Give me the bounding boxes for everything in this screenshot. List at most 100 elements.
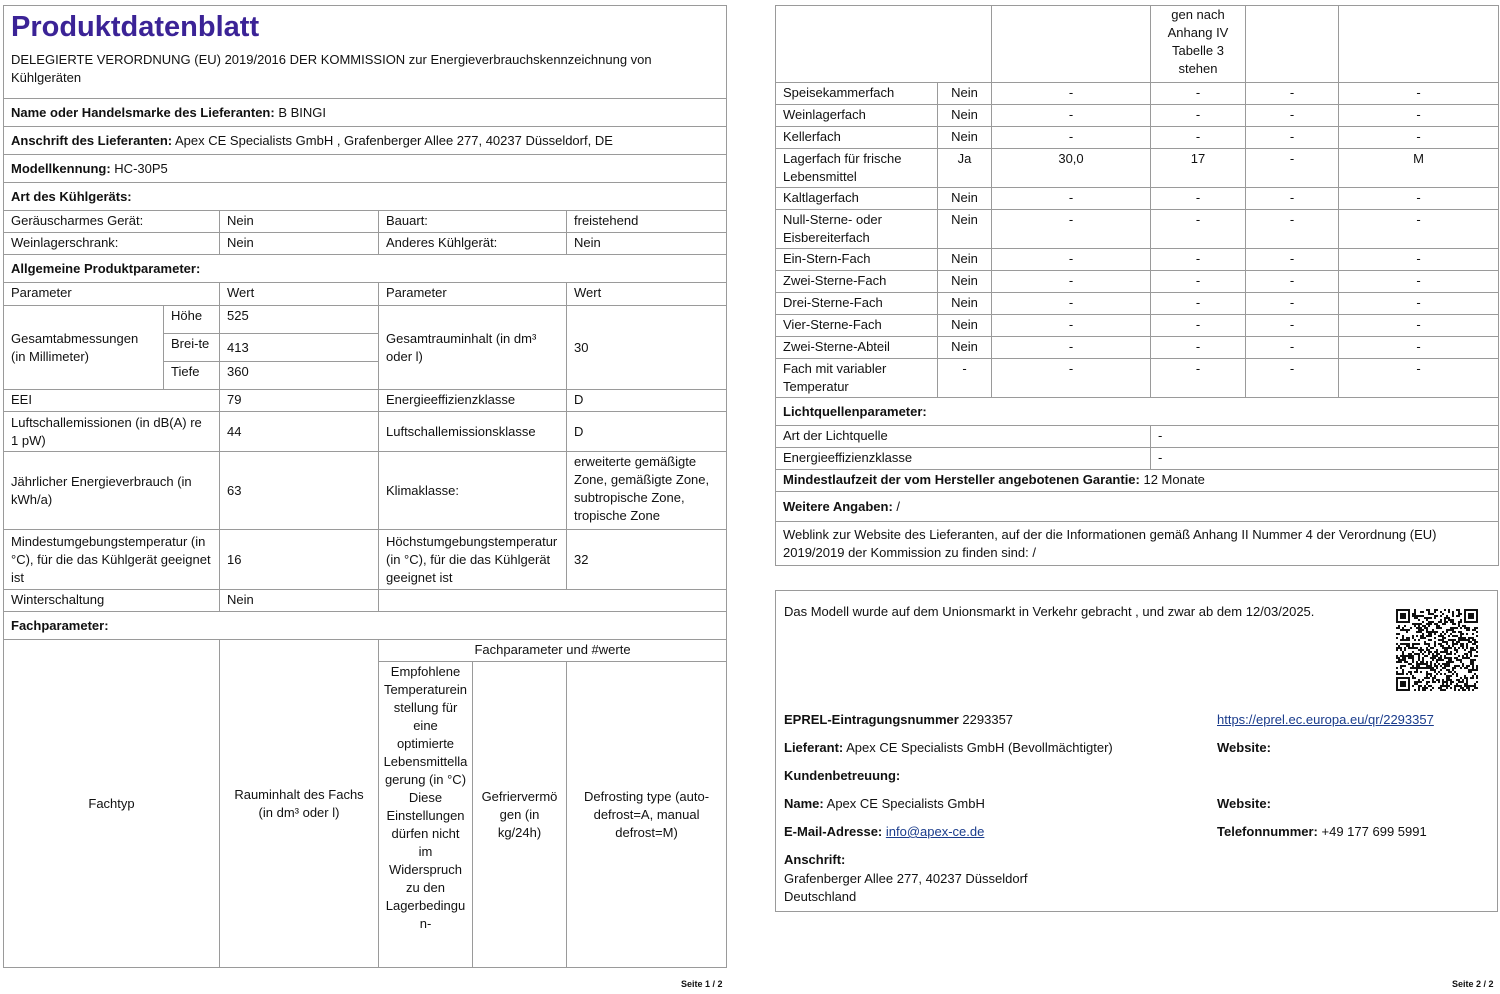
qr-module xyxy=(1474,687,1476,689)
qr-code xyxy=(1396,609,1478,691)
qr-module xyxy=(1444,657,1446,659)
cell: Zwei-Sterne-Abteil xyxy=(775,336,938,359)
qr-module xyxy=(1444,651,1446,653)
qr-module xyxy=(1464,653,1466,655)
qr-module xyxy=(1418,643,1420,645)
row: Null-Sterne- oder Eisbereiterfach Nein - - -… xyxy=(775,209,1499,249)
qr-module xyxy=(1412,651,1414,653)
qr-module xyxy=(1432,631,1434,633)
qr-module xyxy=(1476,651,1478,653)
qr-module xyxy=(1448,661,1450,663)
eprel-link[interactable]: https://eprel.ec.europa.eu/qr/2293357 xyxy=(1217,712,1434,727)
qr-module xyxy=(1456,651,1458,653)
qr-module xyxy=(1432,681,1434,683)
qr-module xyxy=(1418,663,1420,665)
qr-module xyxy=(1448,665,1450,667)
qr-module xyxy=(1412,667,1414,669)
qr-module xyxy=(1428,635,1430,637)
qr-module xyxy=(1472,689,1474,691)
qr-module xyxy=(1458,639,1460,641)
qr-module xyxy=(1402,635,1404,637)
cell: Nein xyxy=(937,187,992,210)
qr-module xyxy=(1450,687,1452,689)
qr-module xyxy=(1444,641,1446,643)
qr-module xyxy=(1428,681,1430,683)
qr-module xyxy=(1440,665,1442,667)
qr-module xyxy=(1446,669,1448,671)
qr-module xyxy=(1454,627,1456,629)
qr-module xyxy=(1466,679,1468,681)
qr-module xyxy=(1404,629,1406,631)
qr-module xyxy=(1430,635,1432,637)
qr-module xyxy=(1452,641,1454,643)
qr-module xyxy=(1466,687,1468,689)
qr-module xyxy=(1418,659,1420,661)
row: Allgemeine Produktparameter: xyxy=(2,254,728,283)
qr-module xyxy=(1432,679,1434,681)
cell: Weblink zur Website des Lieferanten, auf… xyxy=(775,521,1499,566)
qr-module xyxy=(1422,649,1424,651)
qr-module xyxy=(1400,613,1406,619)
cell: erweiterte gemäßigte Zone, gemäßigte Zon… xyxy=(565,451,728,530)
qr-module xyxy=(1452,613,1454,615)
qr-module xyxy=(1442,647,1444,649)
qr-module xyxy=(1458,689,1460,691)
qr-module xyxy=(1462,663,1464,665)
qr-module xyxy=(1436,623,1438,625)
qr-module xyxy=(1460,659,1462,661)
qr-module xyxy=(1430,675,1432,677)
qr-module xyxy=(1422,667,1424,669)
supplier-website: Website: xyxy=(1217,740,1271,755)
qr-module xyxy=(1424,687,1426,689)
qr-module xyxy=(1422,653,1424,655)
qr-module xyxy=(1438,679,1440,681)
qr-module xyxy=(1440,655,1442,657)
qr-module xyxy=(1398,633,1400,635)
qr-module xyxy=(1460,627,1462,629)
qr-module xyxy=(1454,665,1456,667)
cell: Jährlicher Energieverbrauch (in kWh/a) xyxy=(3,451,220,530)
cell: - xyxy=(1338,292,1499,315)
qr-module xyxy=(1466,685,1468,687)
qr-module xyxy=(1420,627,1422,629)
cell: - xyxy=(1245,104,1339,127)
qr-module xyxy=(1464,649,1466,651)
qr-module xyxy=(1434,641,1436,643)
qr-module xyxy=(1476,635,1478,637)
qr-module xyxy=(1402,653,1404,655)
row: Luftschallemissionen (in dB(A) re 1 pW) 4… xyxy=(3,411,728,452)
qr-module xyxy=(1414,671,1416,673)
email-link[interactable]: info@apex-ce.de xyxy=(885,824,985,839)
qr-module xyxy=(1440,615,1442,617)
qr-module xyxy=(1396,667,1398,669)
qr-module xyxy=(1410,673,1412,675)
qr-module xyxy=(1434,611,1436,613)
qr-module xyxy=(1466,645,1468,647)
cell: - xyxy=(991,358,1151,398)
qr-module xyxy=(1446,687,1448,689)
qr-module xyxy=(1462,625,1464,627)
qr-module xyxy=(1412,659,1414,661)
column-header: Empfohlene Temperatureinstellung für ein… xyxy=(378,661,473,968)
qr-module xyxy=(1442,639,1444,641)
label: Weitere Angaben: xyxy=(783,498,893,514)
cell: Nein xyxy=(937,314,992,337)
qr-module xyxy=(1434,617,1436,619)
qr-module xyxy=(1436,653,1438,655)
qr-module xyxy=(1438,659,1440,661)
qr-module xyxy=(1452,635,1454,637)
qr-module xyxy=(1420,615,1422,617)
qr-module xyxy=(1424,651,1426,653)
qr-module xyxy=(1420,631,1422,633)
value: Apex CE Specialists GmbH xyxy=(826,796,985,811)
qr-module xyxy=(1404,665,1406,667)
qr-module xyxy=(1402,629,1404,631)
qr-module xyxy=(1460,619,1462,621)
row: Mindestlaufzeit der vom Hersteller angeb… xyxy=(775,469,1499,492)
qr-module xyxy=(1424,655,1426,657)
qr-module xyxy=(1470,637,1472,639)
qr-module xyxy=(1408,671,1410,673)
qr-module xyxy=(1476,627,1478,629)
qr-module xyxy=(1444,649,1446,651)
qr-module xyxy=(1414,623,1416,625)
